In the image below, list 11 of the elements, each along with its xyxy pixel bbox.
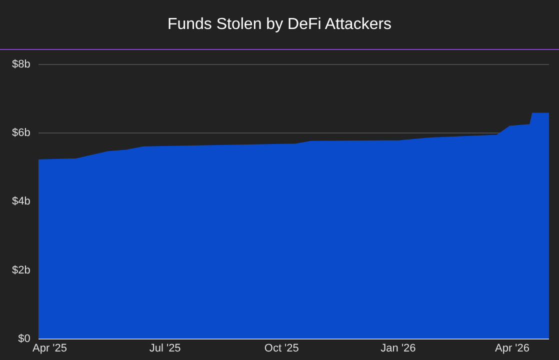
y-tick-label: $0 xyxy=(18,332,30,345)
x-tick-label: Jul '25 xyxy=(149,342,181,354)
x-tick-label: Oct '25 xyxy=(264,342,299,354)
y-tick-label: $8b xyxy=(12,58,30,71)
y-tick-label: $2b xyxy=(12,264,30,276)
chart-title: Funds Stolen by DeFi Attackers xyxy=(166,14,393,34)
y-tick-label: $4b xyxy=(12,196,30,208)
x-tick-label: Apr '25 xyxy=(32,342,68,354)
x-tick-label: Apr '26 xyxy=(494,342,530,354)
y-tick-label: $6b xyxy=(12,127,30,140)
x-tick-label: Jan '26 xyxy=(380,342,416,354)
